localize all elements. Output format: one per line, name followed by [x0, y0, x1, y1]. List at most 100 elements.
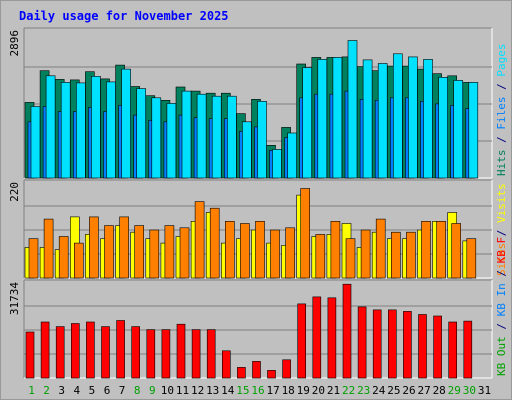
bar-pages-day-9	[151, 97, 162, 179]
bar-sites-day-1	[28, 238, 39, 279]
legend-part-4: Pages	[495, 44, 508, 77]
legend-part-2: Files	[495, 97, 508, 130]
day-label-8: 8	[134, 384, 141, 397]
bar-pages-day-17	[272, 149, 282, 179]
day-label-5: 5	[89, 384, 96, 397]
bar-sites-day-13	[209, 207, 220, 279]
bar-sites-day-5	[89, 216, 99, 279]
bar-pages-day-5	[91, 76, 101, 179]
legend-part-1: /	[495, 316, 508, 336]
bar-kb-f-day-6	[101, 326, 110, 379]
bar-sites-day-30	[466, 238, 477, 279]
bar-kb-f-day-25	[387, 309, 397, 379]
bar-sites-day-21	[330, 221, 341, 279]
bar-sites-day-22	[345, 238, 356, 279]
day-label-29: 29	[448, 384, 461, 397]
day-label-10: 10	[161, 384, 174, 397]
bar-sites-day-23	[360, 229, 371, 279]
bar-sites-day-2	[43, 218, 54, 279]
bar-kb-f-day-24	[372, 309, 382, 379]
bar-pages-day-4	[76, 82, 86, 179]
bar-kb-f-day-27	[418, 314, 427, 379]
y-max-label: 31734	[8, 282, 21, 315]
bar-pages-day-6	[106, 81, 116, 179]
day-label-13: 13	[206, 384, 219, 397]
legend-part-3: /	[495, 263, 508, 283]
day-label-4: 4	[73, 384, 80, 397]
bar-pages-day-23	[362, 59, 373, 179]
bar-pages-day-11	[181, 90, 192, 179]
bar-kb-f-day-3	[55, 326, 65, 379]
bar-kb-f-day-18	[282, 359, 291, 379]
bar-pages-day-27	[423, 59, 433, 179]
bar-sites-day-6	[104, 225, 114, 279]
bar-pages-day-22	[347, 40, 358, 179]
bar-pages-day-25	[392, 53, 403, 179]
bar-kb-f-day-17	[267, 370, 276, 379]
bar-sites-day-4	[74, 242, 84, 279]
bar-kb-f-day-15	[237, 367, 246, 379]
bar-sites-day-26	[406, 231, 416, 279]
y-max-label: 2896	[8, 30, 21, 57]
day-label-27: 27	[417, 384, 430, 397]
day-label-18: 18	[282, 384, 295, 397]
day-label-6: 6	[104, 384, 111, 397]
day-label-21: 21	[327, 384, 340, 397]
bar-pages-day-29	[453, 80, 464, 179]
bar-pages-day-14	[227, 95, 237, 179]
bar-kb-f-day-7	[116, 320, 125, 379]
bar-pages-day-3	[60, 82, 71, 179]
bar-kb-f-day-5	[86, 321, 95, 379]
bar-kb-f-day-1	[25, 331, 35, 379]
bar-kb-f-day-16	[252, 361, 261, 379]
right-legend: Sites / Visits	[495, 183, 508, 276]
bar-pages-day-12	[196, 93, 207, 179]
bar-kb-f-day-19	[297, 303, 307, 379]
bar-kb-f-day-9	[146, 329, 156, 379]
panel-visits: 220 Sites / Visits	[8, 179, 508, 279]
bar-sites-day-19	[300, 188, 311, 279]
bar-sites-day-8	[134, 225, 144, 279]
bar-kb-f-day-26	[403, 311, 412, 379]
bar-kb-f-day-30	[463, 320, 473, 379]
bar-sites-day-24	[375, 218, 386, 279]
bar-pages-day-10	[166, 103, 177, 179]
bar-sites-day-27	[421, 221, 431, 279]
bar-kb-f-day-20	[312, 296, 322, 379]
legend-part-2: Visits	[495, 183, 508, 223]
legend-part-2: KB In	[495, 283, 508, 316]
day-label-9: 9	[149, 384, 156, 397]
bar-pages-day-15	[242, 121, 252, 179]
y-max-label: 220	[8, 182, 21, 202]
day-label-12: 12	[191, 384, 204, 397]
day-labels: 1 2 3 4 5 6 7 8 9 10 11 12 13 14 15 16 17 18 19 20 21 22 23 24 2…	[28, 384, 491, 397]
day-label-20: 20	[312, 384, 325, 397]
bar-kb-f-day-22	[342, 283, 352, 379]
day-label-16: 16	[251, 384, 264, 397]
legend-part-1: /	[495, 130, 508, 150]
day-label-1: 1	[28, 384, 35, 397]
bar-kb-f-day-21	[327, 297, 337, 379]
day-label-3: 3	[58, 384, 65, 397]
bar-kb-f-day-11	[176, 323, 186, 379]
bar-sites-day-20	[315, 234, 326, 279]
chart-title: Daily usage for November 2025	[19, 9, 229, 23]
bar-sites-day-25	[390, 231, 401, 279]
legend-part-0: Sites	[495, 243, 508, 276]
day-label-15: 15	[236, 384, 249, 397]
bar-sites-day-12	[194, 201, 205, 279]
bar-kb-f-day-13	[206, 329, 216, 379]
bar-pages-day-7	[121, 68, 131, 179]
bar-pages-day-30	[468, 82, 479, 179]
bar-sites-day-29	[451, 223, 462, 279]
day-label-25: 25	[387, 384, 400, 397]
bar-pages-day-26	[408, 56, 418, 179]
bar-sites-day-28	[436, 221, 446, 279]
bar-pages-day-2	[45, 75, 56, 179]
bar-pages-day-16	[257, 101, 267, 179]
day-label-7: 7	[119, 384, 126, 397]
day-label-14: 14	[221, 384, 235, 397]
day-label-30: 30	[463, 384, 476, 397]
bar-pages-day-21	[332, 57, 343, 179]
bar-kb-f-day-28	[433, 315, 442, 379]
